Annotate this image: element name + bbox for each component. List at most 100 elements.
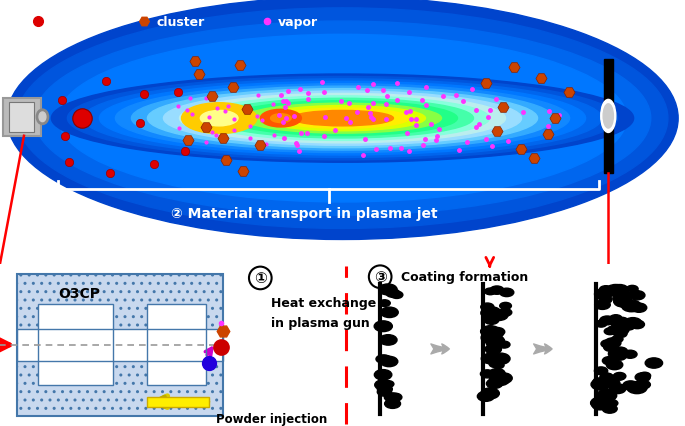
Circle shape bbox=[485, 352, 500, 361]
Circle shape bbox=[608, 340, 621, 347]
Circle shape bbox=[499, 288, 514, 297]
Circle shape bbox=[590, 397, 611, 409]
Circle shape bbox=[382, 381, 394, 388]
Text: vapor: vapor bbox=[277, 15, 318, 29]
Circle shape bbox=[493, 362, 504, 368]
Circle shape bbox=[592, 401, 608, 410]
Circle shape bbox=[591, 379, 610, 390]
Circle shape bbox=[481, 332, 501, 344]
Ellipse shape bbox=[195, 97, 490, 141]
Text: ③: ③ bbox=[374, 270, 386, 285]
Ellipse shape bbox=[7, 0, 678, 240]
Bar bbox=[38, 305, 113, 386]
Bar bbox=[147, 305, 206, 386]
Circle shape bbox=[616, 291, 631, 300]
Bar bbox=[38, 305, 113, 386]
Ellipse shape bbox=[51, 75, 634, 163]
Circle shape bbox=[630, 291, 645, 300]
Circle shape bbox=[600, 373, 613, 381]
Text: PS-PVD: PS-PVD bbox=[587, 10, 675, 30]
Circle shape bbox=[595, 320, 607, 327]
FancyBboxPatch shape bbox=[3, 99, 41, 136]
Circle shape bbox=[380, 357, 398, 367]
Circle shape bbox=[627, 286, 638, 293]
Circle shape bbox=[614, 330, 627, 338]
Ellipse shape bbox=[164, 92, 521, 146]
Text: ①: ① bbox=[254, 271, 266, 286]
Ellipse shape bbox=[200, 111, 238, 127]
Circle shape bbox=[601, 340, 614, 348]
Circle shape bbox=[388, 393, 402, 401]
Circle shape bbox=[487, 335, 501, 343]
Ellipse shape bbox=[603, 104, 614, 129]
Circle shape bbox=[481, 326, 500, 337]
Text: O3CP: O3CP bbox=[58, 286, 100, 300]
Circle shape bbox=[621, 300, 641, 312]
Ellipse shape bbox=[84, 80, 601, 158]
Circle shape bbox=[614, 296, 632, 307]
Circle shape bbox=[486, 340, 499, 347]
Circle shape bbox=[605, 338, 621, 348]
Circle shape bbox=[605, 379, 620, 388]
Circle shape bbox=[489, 374, 510, 386]
Circle shape bbox=[621, 322, 635, 330]
Circle shape bbox=[488, 379, 501, 387]
Circle shape bbox=[631, 303, 647, 313]
Circle shape bbox=[630, 320, 645, 329]
Ellipse shape bbox=[212, 99, 473, 139]
Circle shape bbox=[379, 284, 397, 295]
Circle shape bbox=[481, 308, 499, 319]
Ellipse shape bbox=[182, 104, 257, 134]
Text: liquid: liquid bbox=[49, 15, 88, 29]
FancyBboxPatch shape bbox=[9, 103, 34, 133]
Circle shape bbox=[377, 388, 392, 396]
Circle shape bbox=[610, 384, 626, 394]
Circle shape bbox=[482, 354, 498, 364]
Text: Coating formation: Coating formation bbox=[401, 271, 528, 284]
Ellipse shape bbox=[227, 101, 458, 136]
Circle shape bbox=[498, 341, 510, 348]
Circle shape bbox=[485, 288, 496, 295]
Text: ② Material transport in plasma jet: ② Material transport in plasma jet bbox=[171, 207, 438, 221]
Circle shape bbox=[610, 315, 622, 322]
Circle shape bbox=[600, 374, 613, 381]
Ellipse shape bbox=[115, 84, 569, 153]
Circle shape bbox=[597, 390, 616, 402]
Circle shape bbox=[613, 295, 625, 302]
Circle shape bbox=[612, 347, 627, 356]
Circle shape bbox=[599, 296, 612, 304]
Ellipse shape bbox=[58, 35, 627, 202]
Circle shape bbox=[625, 303, 638, 311]
Circle shape bbox=[639, 372, 651, 379]
Circle shape bbox=[482, 307, 501, 319]
Circle shape bbox=[645, 358, 662, 368]
Circle shape bbox=[612, 336, 623, 343]
Circle shape bbox=[477, 391, 495, 401]
Bar bbox=[604, 59, 613, 174]
Text: Powder injection: Powder injection bbox=[216, 412, 327, 425]
Circle shape bbox=[612, 325, 629, 335]
Bar bbox=[17, 274, 223, 416]
Circle shape bbox=[597, 399, 609, 406]
Circle shape bbox=[602, 357, 616, 365]
Ellipse shape bbox=[275, 109, 410, 129]
Circle shape bbox=[606, 285, 626, 296]
Bar bbox=[147, 305, 206, 386]
Circle shape bbox=[612, 322, 623, 328]
Circle shape bbox=[624, 318, 642, 328]
Ellipse shape bbox=[244, 104, 441, 134]
Ellipse shape bbox=[601, 100, 616, 133]
Circle shape bbox=[481, 388, 499, 399]
Text: in plasma gun: in plasma gun bbox=[271, 317, 369, 329]
Circle shape bbox=[608, 326, 621, 334]
Circle shape bbox=[499, 302, 512, 310]
Circle shape bbox=[606, 400, 618, 407]
Circle shape bbox=[481, 303, 494, 311]
Circle shape bbox=[616, 318, 628, 325]
Circle shape bbox=[486, 345, 497, 352]
Circle shape bbox=[595, 289, 612, 299]
Bar bbox=[17, 329, 223, 361]
Circle shape bbox=[627, 382, 647, 394]
Ellipse shape bbox=[99, 82, 586, 155]
Circle shape bbox=[484, 316, 499, 325]
